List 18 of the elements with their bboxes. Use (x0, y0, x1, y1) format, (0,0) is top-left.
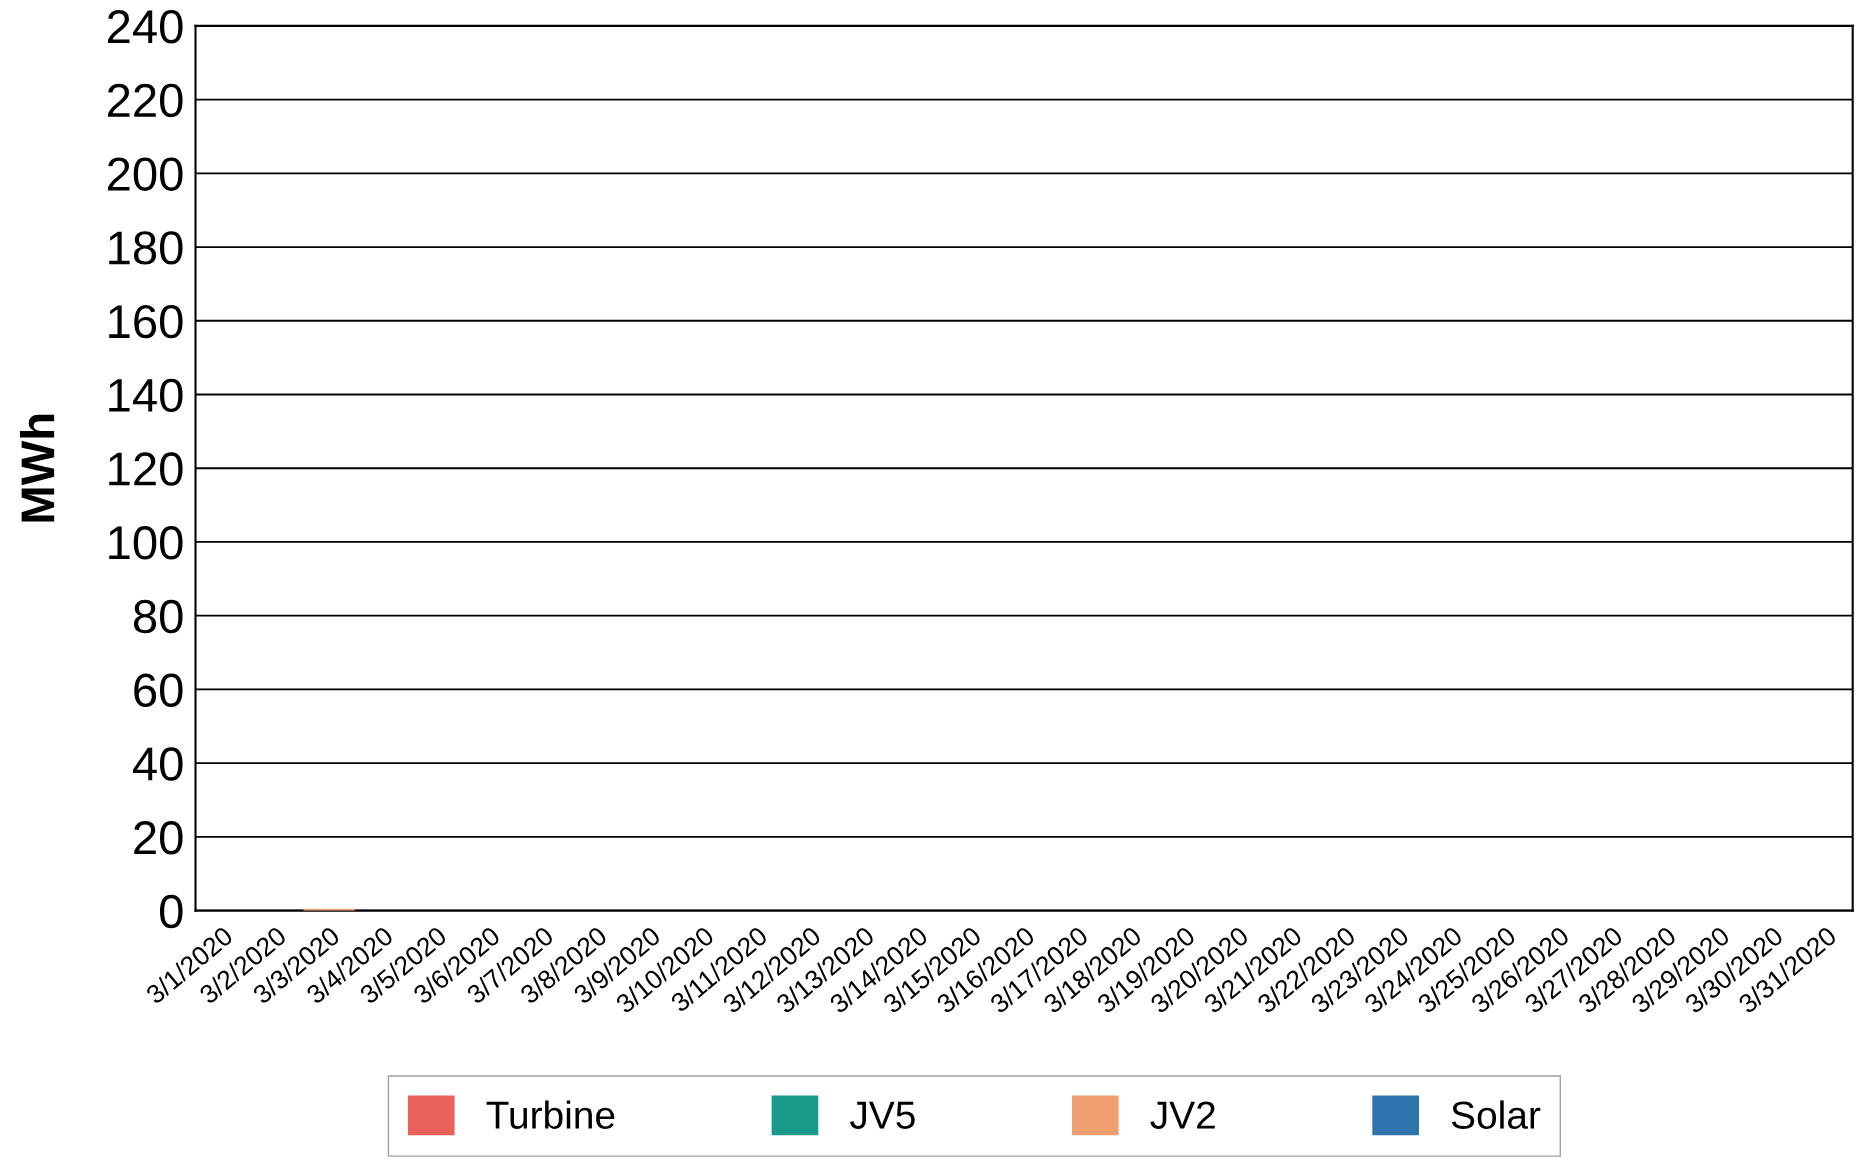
legend-label: Solar (1451, 1100, 1541, 1129)
y-tick-label: 220 (107, 83, 183, 118)
legend-label: JV5 (850, 1101, 915, 1129)
y-tick-label: 120 (109, 452, 183, 486)
y-tick-label: 0 (159, 894, 183, 929)
y-tick-label: 140 (109, 378, 183, 413)
y-tick-label: 200 (107, 157, 183, 191)
y-tick-label: 240 (107, 9, 183, 44)
y-tick-label: 100 (109, 526, 183, 560)
y-axis-title: MWh (19, 414, 55, 522)
y-tick-label: 60 (134, 673, 183, 708)
legend-label: Turbine (486, 1100, 615, 1129)
y-tick-label: 40 (132, 747, 183, 781)
y-tick-label: 20 (134, 821, 183, 855)
y-tick-label: 80 (133, 599, 183, 634)
legend-label: JV2 (1150, 1101, 1215, 1129)
y-tick-label: 160 (109, 304, 183, 339)
y-tick-label: 180 (109, 231, 183, 265)
